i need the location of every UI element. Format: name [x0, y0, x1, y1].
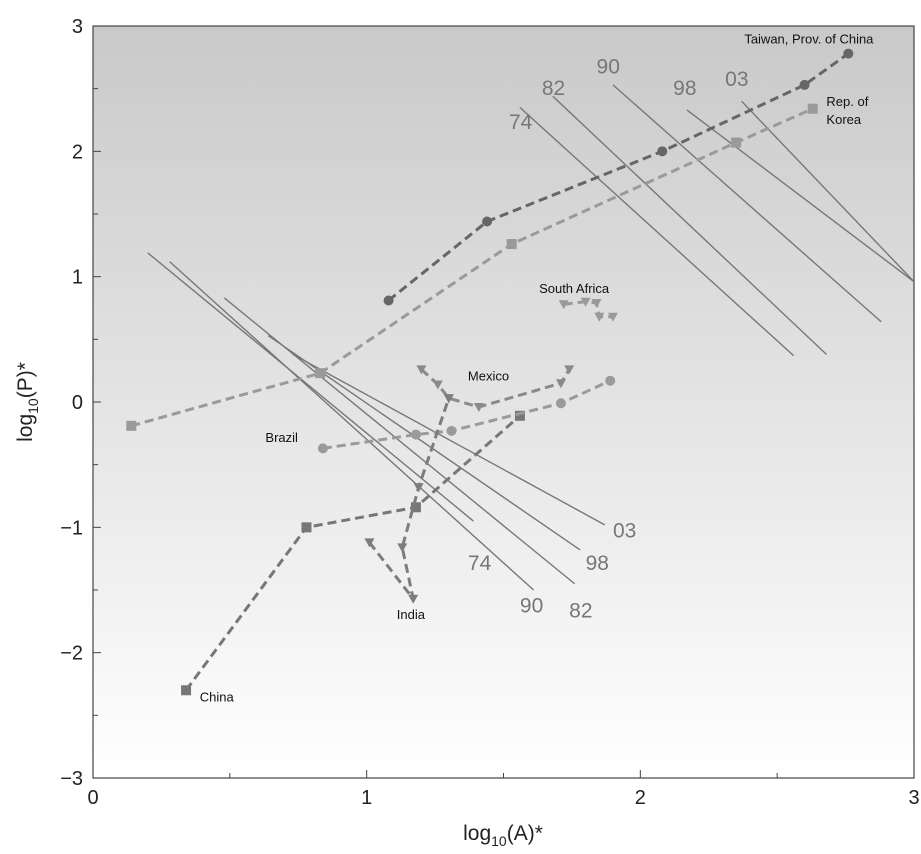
isoline-label: 82: [569, 600, 592, 623]
data-point-brazil: [410, 429, 421, 440]
data-point-taiwan-prov-of-china: [383, 295, 394, 306]
x-tick-label: 0: [87, 787, 98, 809]
data-point-india: [443, 394, 454, 404]
data-point-rep-of-korea: [731, 137, 742, 148]
isoline-label: 82: [542, 77, 565, 100]
isoline-label: 90: [520, 595, 543, 618]
y-tick-label: 2: [72, 141, 83, 163]
data-point-brazil: [446, 425, 457, 436]
data-point-rep-of-korea: [807, 103, 818, 114]
data-point-south-africa: [607, 312, 618, 322]
data-point-china: [301, 522, 312, 533]
isoline-90: [169, 261, 535, 591]
isoline-label: 74: [468, 552, 492, 575]
data-point-rep-of-korea: [126, 420, 137, 431]
isoline-label: 03: [725, 68, 748, 91]
data-point-taiwan-prov-of-china: [657, 146, 668, 157]
x-tick-label: 2: [635, 787, 646, 809]
series-label: Taiwan, Prov. of China: [744, 32, 874, 47]
x-tick-label: 3: [908, 787, 919, 809]
isoline-03: [741, 100, 914, 283]
y-tick-label: 0: [72, 392, 83, 414]
x-tick-label: 1: [361, 787, 372, 809]
series-line-china: [184, 414, 521, 692]
data-point-south-africa: [594, 312, 605, 322]
y-tick-label: −2: [60, 643, 83, 665]
data-point-rep-of-korea: [315, 368, 326, 379]
series-label: China: [200, 690, 235, 705]
data-point-taiwan-prov-of-china: [843, 48, 854, 59]
y-tick-label: −1: [60, 517, 83, 539]
plot-area: [92, 25, 915, 779]
data-point-mexico: [416, 365, 427, 375]
isoline-label: 98: [673, 77, 696, 100]
isoline-98: [686, 109, 914, 283]
data-point-taiwan-prov-of-china: [799, 79, 810, 90]
y-tick-label: 3: [72, 16, 83, 38]
series-label: Mexico: [468, 369, 509, 384]
isoline-label: 03: [613, 519, 636, 542]
series-label: Rep. of: [826, 94, 868, 109]
y-axis-title: log10(P)*: [14, 362, 41, 442]
y-tick-label: 1: [72, 267, 83, 289]
isoline-74: [147, 252, 474, 522]
isoline-82: [552, 95, 827, 355]
data-point-south-africa: [580, 297, 591, 307]
isoline-label: 98: [586, 552, 609, 575]
isoline-03: [292, 353, 606, 526]
series-label: India: [397, 607, 426, 622]
isoline-label: 74: [509, 111, 533, 134]
data-point-south-africa: [591, 298, 602, 308]
x-axis-title: log10(A)*: [463, 822, 543, 849]
data-point-mexico: [473, 403, 484, 413]
data-point-china: [410, 502, 421, 513]
isoline-90: [612, 84, 882, 323]
data-point-rep-of-korea: [506, 239, 517, 250]
data-point-brazil: [317, 443, 328, 454]
data-point-china: [514, 410, 525, 421]
data-point-south-africa: [558, 300, 569, 310]
data-point-india: [408, 594, 419, 604]
data-point-china: [181, 685, 192, 696]
series-line-india: [368, 397, 451, 600]
data-point-mexico: [564, 365, 575, 375]
data-point-taiwan-prov-of-china: [482, 216, 493, 227]
data-point-brazil: [555, 398, 566, 409]
data-point-mexico: [555, 379, 566, 389]
data-point-india: [397, 543, 408, 553]
data-point-india: [364, 538, 375, 548]
y-tick-label: −3: [60, 768, 83, 790]
isoline-label: 90: [597, 56, 620, 79]
series-label: Brazil: [265, 430, 298, 445]
series-label: Korea: [826, 112, 861, 127]
data-point-brazil: [605, 375, 616, 386]
data-point-india: [413, 483, 424, 493]
data-point-mexico: [432, 380, 443, 390]
series-label: South Africa: [539, 281, 610, 296]
isoline-74: [519, 106, 795, 357]
